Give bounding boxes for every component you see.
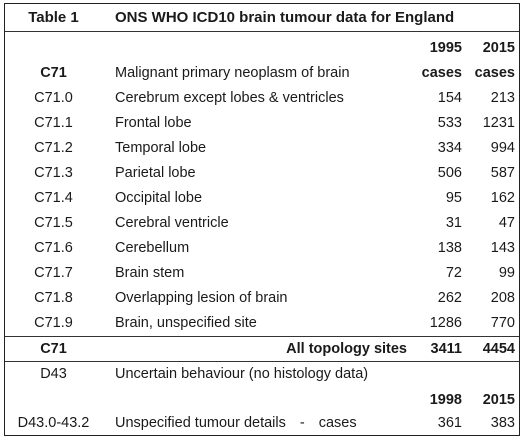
header-years-row: 1995 2015 — [5, 36, 519, 61]
header-year-2015: 2015 — [482, 40, 515, 56]
row-code: C71.0 — [34, 90, 73, 106]
d43-value-1998: 361 — [437, 415, 462, 431]
row-value-2015: 99 — [498, 265, 515, 281]
header-unit-1995: cases — [421, 65, 462, 81]
row-label: Brain, unspecified site — [115, 315, 257, 331]
row-label: Occipital lobe — [115, 190, 203, 206]
row-code: C71.6 — [34, 240, 73, 256]
row-code: C71.8 — [34, 290, 73, 306]
row-value-1995: 334 — [437, 140, 462, 156]
d43-year-2015: 2015 — [482, 392, 515, 408]
d43-label: Uncertain behaviour (no histology data) — [115, 366, 369, 382]
brain-tumour-table: Table 1 ONS WHO ICD10 brain tumour data … — [4, 3, 520, 436]
row-value-1995: 31 — [445, 215, 462, 231]
row-value-2015: 213 — [490, 90, 515, 106]
row-value-2015: 143 — [490, 240, 515, 256]
table-number: Table 1 — [28, 9, 79, 26]
row-value-2015: 208 — [490, 290, 515, 306]
row-label: Brain stem — [115, 265, 185, 281]
row-label: Cerebrum except lobes & ventricles — [115, 90, 344, 106]
table-row: C71.8 Overlapping lesion of brain 262 20… — [5, 286, 519, 311]
total-value-2015: 4454 — [482, 341, 515, 357]
table-row: C71.1 Frontal lobe 533 1231 — [5, 111, 519, 136]
table-row: C71.2 Temporal lobe 334 994 — [5, 136, 519, 161]
total-value-1995: 3411 — [430, 341, 462, 357]
row-label: Frontal lobe — [115, 115, 192, 131]
d43-row-code: D43.0-43.2 — [17, 415, 90, 431]
d43-row-text: Unspecified tumour details - cases — [115, 411, 357, 436]
header-unit-2015: cases — [474, 65, 515, 81]
row-code: C71.4 — [34, 190, 73, 206]
row-code: C71.3 — [34, 165, 73, 181]
table-row: C71.7 Brain stem 72 99 — [5, 261, 519, 286]
table-row: C71.9 Brain, unspecified site 1286 770 — [5, 311, 519, 336]
table-title: ONS WHO ICD10 brain tumour data for Engl… — [115, 9, 455, 26]
d43-year-1998: 1998 — [429, 392, 462, 408]
row-value-1995: 506 — [437, 165, 462, 181]
row-value-2015: 587 — [490, 165, 515, 181]
divider — [5, 31, 519, 32]
row-label: Temporal lobe — [115, 140, 207, 156]
d43-row-label: Unspecified tumour details — [115, 415, 286, 431]
divider — [5, 336, 519, 337]
total-code: C71 — [40, 341, 67, 357]
row-code: C71.2 — [34, 140, 73, 156]
d43-data-row: D43.0-43.2 Unspecified tumour details - ca… — [5, 411, 519, 436]
total-row: C71 All topology sites 3411 4454 — [5, 337, 519, 362]
table-row: C71.3 Parietal lobe 506 587 — [5, 161, 519, 186]
table-row: C71.6 Cerebellum 138 143 — [5, 236, 519, 261]
d43-code: D43 — [40, 366, 67, 382]
row-label: Overlapping lesion of brain — [115, 290, 288, 306]
d43-header-row: D43 Uncertain behaviour (no histology da… — [5, 362, 519, 387]
row-value-1995: 533 — [437, 115, 462, 131]
total-label: All topology sites — [286, 341, 407, 357]
d43-row-unit: cases — [318, 415, 357, 431]
row-value-1995: 72 — [445, 265, 462, 281]
d43-value-2015: 383 — [490, 415, 515, 431]
row-value-1995: 154 — [437, 90, 462, 106]
group-code: C71 — [40, 65, 67, 81]
divider — [5, 361, 519, 362]
row-value-2015: 1231 — [482, 115, 515, 131]
row-value-1995: 95 — [445, 190, 462, 206]
row-value-1995: 138 — [437, 240, 462, 256]
d43-row-dash: - — [299, 415, 305, 431]
row-code: C71.5 — [34, 215, 73, 231]
group-header-row: C71 Malignant primary neoplasm of brain … — [5, 61, 519, 86]
d43-years-row: 1998 2015 — [5, 388, 519, 413]
row-code: C71.7 — [34, 265, 73, 281]
row-label: Cerebellum — [115, 240, 190, 256]
row-value-2015: 770 — [490, 315, 515, 331]
row-code: C71.9 — [34, 315, 73, 331]
row-value-1995: 262 — [437, 290, 462, 306]
table-row: C71.4 Occipital lobe 95 162 — [5, 186, 519, 211]
row-value-2015: 162 — [490, 190, 515, 206]
table-row: C71.0 Cerebrum except lobes & ventricles… — [5, 86, 519, 111]
row-value-2015: 994 — [490, 140, 515, 156]
group-label: Malignant primary neoplasm of brain — [115, 65, 350, 81]
row-code: C71.1 — [34, 115, 73, 131]
row-value-2015: 47 — [498, 215, 515, 231]
row-label: Parietal lobe — [115, 165, 196, 181]
row-value-1995: 1286 — [429, 315, 462, 331]
table-title-row: Table 1 ONS WHO ICD10 brain tumour data … — [5, 5, 519, 30]
row-label: Cerebral ventricle — [115, 215, 229, 231]
table-row: C71.5 Cerebral ventricle 31 47 — [5, 211, 519, 236]
header-year-1995: 1995 — [429, 40, 462, 56]
